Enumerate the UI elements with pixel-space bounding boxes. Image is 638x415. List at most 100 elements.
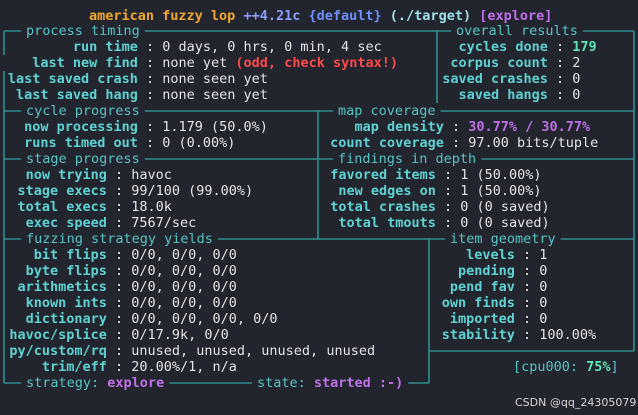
field-label: total tmouts [338,215,436,231]
field-value: 0 [539,295,547,311]
panel-title: map coverage [338,103,436,119]
separator: : [146,71,154,87]
field-label: last saved hang [16,87,138,103]
field-value: none seen yet [162,87,268,103]
field-label: saved hangs [458,87,547,103]
separator: : [556,39,564,55]
label-mask [21,231,218,247]
cpu-label: [cpu000: [513,359,578,375]
field-value: 0/0, 0/0, 0/0 [131,279,237,295]
field-label: new edges on [338,183,436,199]
field-label: total crashes [330,199,436,215]
field-label: last saved crash [8,71,138,87]
status-strategy-label: strategy: [26,375,99,391]
field-value: unused, unused, unused, unused [131,343,375,359]
label-mask [102,375,170,391]
field-label: saved crashes [442,71,548,87]
field-label: levels [466,247,515,263]
separator: : [452,135,460,151]
field-value: 0/0, 0/0, 0/0 [131,263,237,279]
field-label: run time [73,39,138,55]
field-value: 0 [539,311,547,327]
label-mask [21,23,145,39]
field-label: total execs [17,199,106,215]
field-value: 0 [572,71,580,87]
title-mode: [explore] [479,8,552,24]
separator: : [115,167,123,183]
field-label: dictionary [26,311,107,327]
field-label: own finds [442,295,515,311]
field-value: 1 [539,247,547,263]
field-label: stage execs [17,183,106,199]
separator: : [115,295,123,311]
field-label: known ints [26,295,107,311]
separator: : [523,295,531,311]
field-label: trim/eff [42,359,107,375]
field-label: now trying [26,167,107,183]
separator: : [523,279,531,295]
separator: : [523,247,531,263]
panel-title: findings in depth [338,151,476,167]
field-label: pend fav [450,279,515,295]
field-value: none yet [162,55,227,71]
field-value: 2 [572,55,580,71]
field-label: imported [450,311,515,327]
separator: : [146,39,154,55]
warning: (odd, check syntax!) [235,55,398,71]
separator: : [146,87,154,103]
field-label: bit flips [34,247,107,263]
field-label: map density [354,119,443,135]
separator: : [146,119,154,135]
separator: : [452,119,460,135]
separator: : [115,343,123,359]
watermark: CSDN @qq_24305079 [515,396,636,409]
field-label: pending [458,263,515,279]
status-state: started :-) [314,375,403,391]
field-value: 1.179 (50.0%) [162,119,268,135]
panel-title: process timing [26,23,140,39]
field-value: 0 [539,279,547,295]
separator: : [556,55,564,71]
field-value: 0 [572,87,580,103]
field-value: 7567/sec [131,215,196,231]
separator: : [556,71,564,87]
field-value: 30.77% / 30.77% [468,119,591,135]
label-mask [333,151,482,167]
field-label: exec speed [26,215,107,231]
label-mask [308,375,409,391]
field-label: count coverage [330,135,444,151]
field-value: 1 (50.00%) [460,167,541,183]
field-value: 0/0, 0/0, 0/0, 0/0 [131,311,277,327]
field-value: 0 (0.00%) [162,135,235,151]
field-label: stability [442,327,515,343]
panel-title: fuzzing strategy yields [26,231,213,247]
field-value: havoc [131,167,172,183]
title-banner: {default} [309,8,382,24]
cpu-value: 75% [586,359,611,375]
label-mask [451,23,583,39]
separator: : [523,263,531,279]
cpu-close: ] [611,359,619,375]
separator: : [115,247,123,263]
field-label: now processing [24,119,138,135]
panel-title: stage progress [26,151,140,167]
status-strategy: explore [107,375,164,391]
title-version: ++4.21c [243,8,300,24]
field-value: none seen yet [162,71,268,87]
field-label: arithmetics [17,279,106,295]
field-value: 100.00% [539,327,596,343]
field-value: 0 (0 saved) [460,199,549,215]
separator: : [146,55,154,71]
title-name: american fuzzy lop [89,8,235,24]
separator: : [523,311,531,327]
separator: : [115,279,123,295]
separator: : [444,183,452,199]
separator: : [115,311,123,327]
field-label: py/custom/rq [9,343,107,359]
field-value: 1 (50.00%) [460,183,541,199]
separator: : [444,167,452,183]
field-label: corpus count [450,55,548,71]
field-value: 0/0, 0/0, 0/0 [131,295,237,311]
field-value: 99/100 (99.00%) [131,183,253,199]
